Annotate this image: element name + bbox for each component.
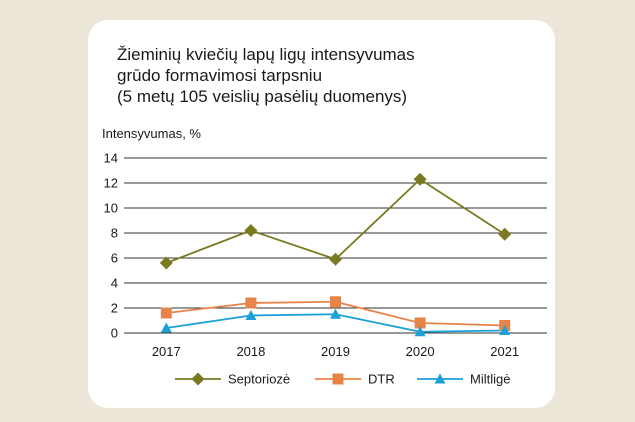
y-tick-label: 6 xyxy=(111,251,118,266)
series-0-point xyxy=(498,227,512,241)
legend-label: Miltligė xyxy=(470,372,510,387)
series-2-point xyxy=(499,325,511,335)
x-tick-label: 2019 xyxy=(321,344,350,359)
chart-subtitle: (5 metų 105 veislių pasėlių duomenys) xyxy=(117,87,408,106)
legend-marker-1 xyxy=(332,373,344,385)
series-1-point xyxy=(330,296,341,308)
y-tick-label: 0 xyxy=(111,326,118,341)
y-tick-label: 4 xyxy=(111,276,118,291)
series-0-point xyxy=(329,252,342,266)
y-tick-label: 14 xyxy=(104,151,118,166)
series-1-point xyxy=(245,297,257,309)
legend-marker-0 xyxy=(191,372,205,386)
chart-title-line2: grūdo formavimosi tarpsniu xyxy=(117,66,323,85)
legend-label: Septoriozė xyxy=(228,372,290,387)
legend-marker-2 xyxy=(434,373,446,384)
legend-label: DTR xyxy=(368,372,395,387)
series-1-point xyxy=(414,317,426,329)
series-1-point xyxy=(160,307,172,319)
y-tick-label: 8 xyxy=(111,226,118,241)
x-tick-label: 2020 xyxy=(406,344,435,359)
series-0-point xyxy=(159,256,173,270)
series-2-point xyxy=(414,326,426,337)
series-2-point xyxy=(330,308,341,319)
series-line-0 xyxy=(165,178,506,264)
series-2-point xyxy=(245,310,257,320)
series-2-point xyxy=(160,322,172,333)
y-axis-label: Intensyvumas, % xyxy=(102,126,201,141)
y-tick-label: 2 xyxy=(111,301,118,316)
series-0-point xyxy=(244,224,258,237)
y-tick-label: 12 xyxy=(104,176,118,191)
chart-title-block: Žieminių kviečių lapų ligų intensyvumas … xyxy=(117,44,415,107)
x-tick-label: 2021 xyxy=(490,344,519,359)
x-tick-label: 2017 xyxy=(152,344,181,359)
chart-title: Žieminių kviečių lapų ligų intensyvumas xyxy=(117,45,415,64)
series-0-point xyxy=(413,172,427,186)
y-tick-label: 10 xyxy=(104,201,118,216)
chart-card xyxy=(88,20,555,408)
x-tick-label: 2018 xyxy=(236,344,265,359)
